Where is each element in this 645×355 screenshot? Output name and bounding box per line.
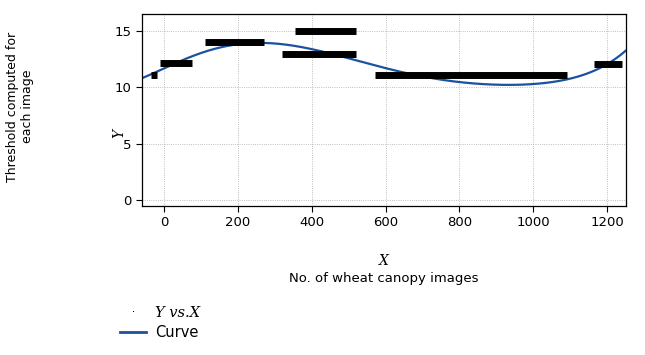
Text: Y: Y	[112, 129, 126, 138]
Text: X: X	[379, 254, 389, 268]
Text: Threshold computed for
each image: Threshold computed for each image	[6, 32, 34, 181]
Legend: Y vs.X, Curve: Y vs.X, Curve	[120, 306, 200, 340]
Text: No. of wheat canopy images: No. of wheat canopy images	[289, 272, 479, 285]
